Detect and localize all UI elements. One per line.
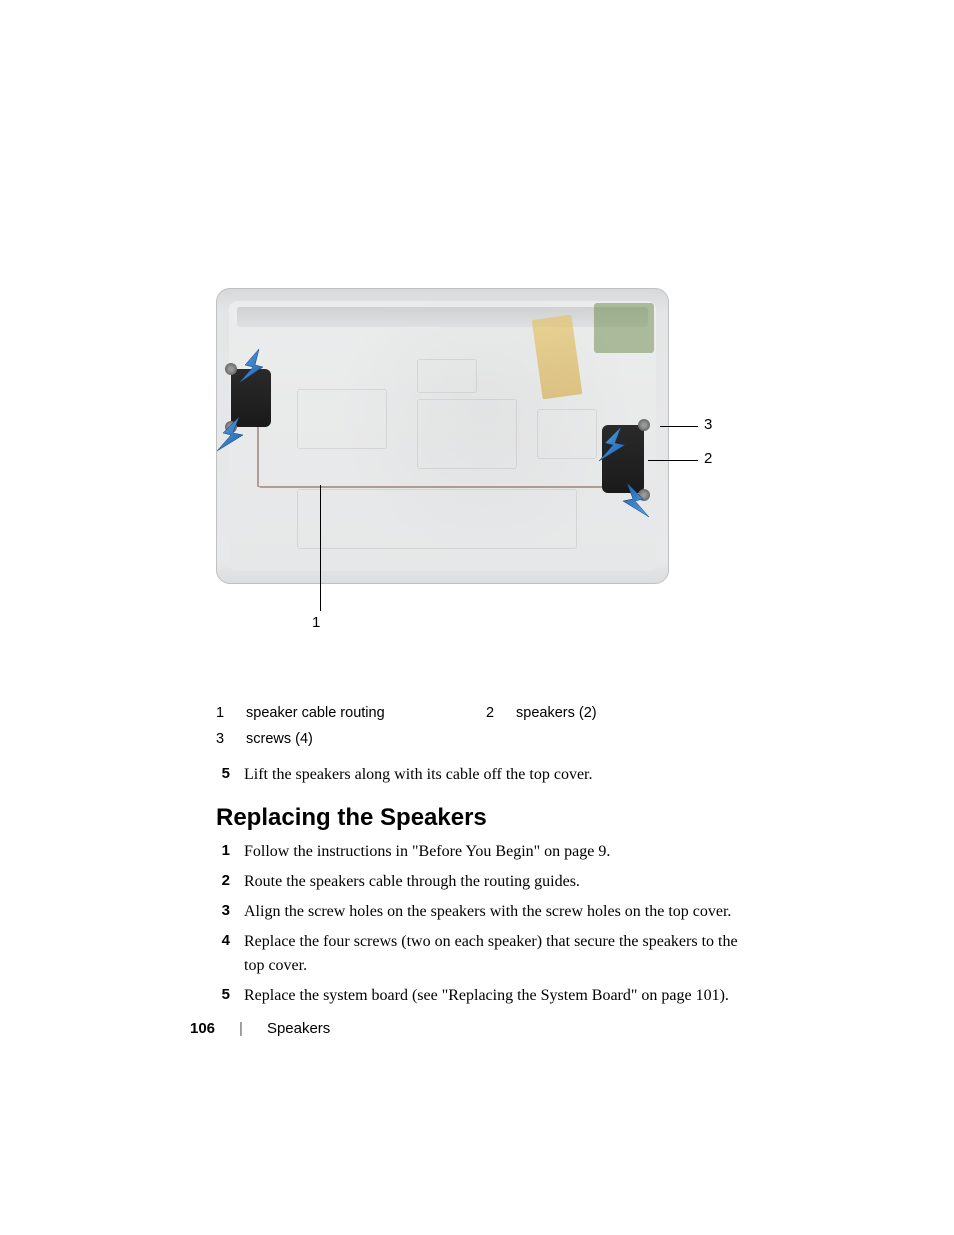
legend-num: 1 [216, 700, 226, 726]
legend-num: 2 [486, 700, 496, 726]
step-text: Lift the speakers along with its cable o… [244, 763, 756, 787]
step-number: 3 [216, 900, 230, 924]
step-row: 5 Lift the speakers along with its cable… [216, 763, 756, 787]
step-row: 4 Replace the four screws (two on each s… [216, 930, 756, 978]
step-row: 5 Replace the system board (see "Replaci… [216, 984, 756, 1008]
footer-section: Speakers [267, 1020, 330, 1037]
callout-line [660, 426, 698, 427]
previous-step-list: 5 Lift the speakers along with its cable… [216, 763, 756, 793]
step-number: 5 [216, 763, 230, 787]
legend-label: speakers (2) [516, 700, 597, 726]
section-heading: Replacing the Speakers [216, 804, 487, 832]
step-row: 3 Align the screw holes on the speakers … [216, 900, 756, 924]
step-number: 4 [216, 930, 230, 978]
legend-item: 2 speakers (2) [486, 700, 736, 726]
footer-separator: | [239, 1020, 243, 1037]
step-row: 2 Route the speakers cable through the r… [216, 870, 756, 894]
legend-row: 3 screws (4) [216, 726, 756, 752]
replacing-steps: 1 Follow the instructions in "Before You… [216, 840, 756, 1014]
callout-number: 1 [312, 614, 320, 631]
callout-number: 2 [704, 450, 712, 467]
step-number: 2 [216, 870, 230, 894]
step-text: Replace the system board (see "Replacing… [244, 984, 756, 1008]
arrows-overlay [217, 289, 670, 585]
speaker-diagram: 3 2 1 [216, 288, 669, 584]
callout-line [648, 460, 698, 461]
legend-row: 1 speaker cable routing 2 speakers (2) [216, 700, 756, 726]
step-row: 1 Follow the instructions in "Before You… [216, 840, 756, 864]
callout-number: 3 [704, 416, 712, 433]
legend-num: 3 [216, 726, 226, 752]
step-text: Follow the instructions in "Before You B… [244, 840, 756, 864]
step-text: Replace the four screws (two on each spe… [244, 930, 756, 978]
chassis-outline [216, 288, 669, 584]
legend-table: 1 speaker cable routing 2 speakers (2) 3… [216, 700, 756, 752]
step-number: 5 [216, 984, 230, 1008]
callout-line [320, 485, 321, 611]
step-text: Align the screw holes on the speakers wi… [244, 900, 756, 924]
page-footer: 106 | Speakers [190, 1020, 330, 1037]
manual-page: 3 2 1 1 speaker cable routing 2 speakers… [0, 0, 954, 1235]
legend-item: 3 screws (4) [216, 726, 466, 752]
step-number: 1 [216, 840, 230, 864]
legend-item: 1 speaker cable routing [216, 700, 466, 726]
page-number: 106 [190, 1020, 215, 1037]
step-text: Route the speakers cable through the rou… [244, 870, 756, 894]
legend-label: speaker cable routing [246, 700, 385, 726]
legend-label: screws (4) [246, 726, 313, 752]
